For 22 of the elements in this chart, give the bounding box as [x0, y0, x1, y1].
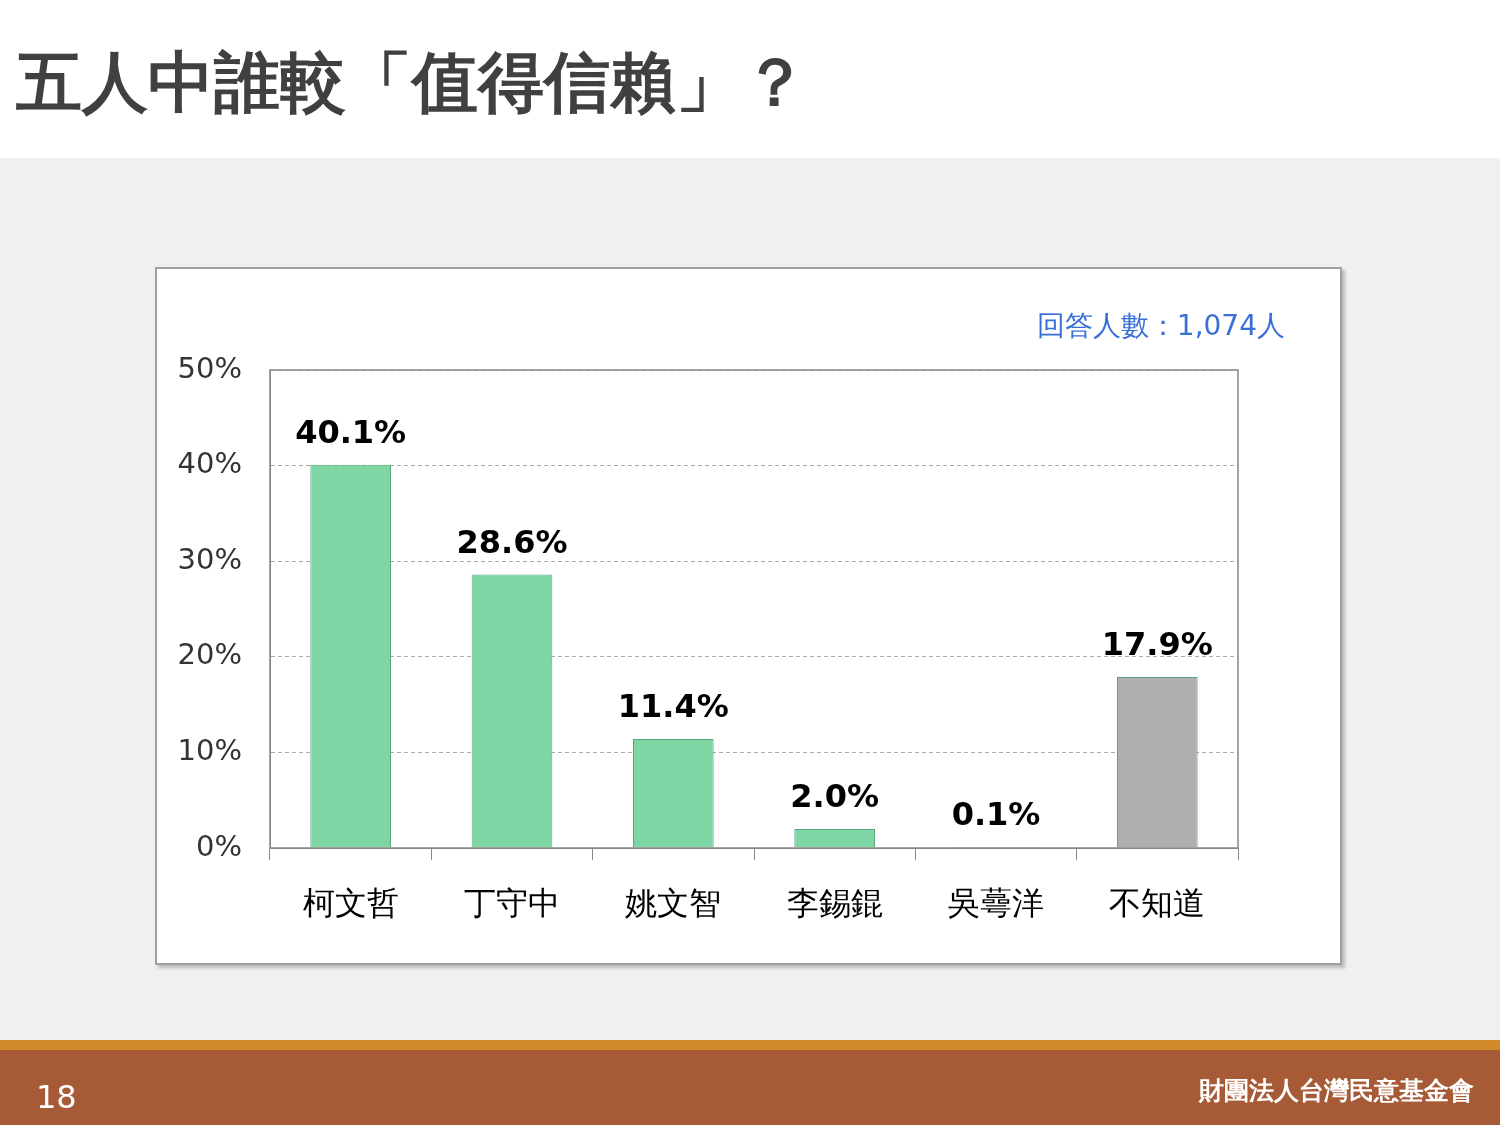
y-tick-label: 10%: [177, 732, 242, 767]
text: 18: [36, 1078, 77, 1116]
x-tick-label: 丁守中: [464, 883, 560, 922]
y-tick-label: 50%: [177, 350, 242, 385]
y-tick-label: 40%: [177, 446, 242, 481]
x-tick-label: 吳蕚洋: [948, 883, 1044, 922]
data-label: 2.0%: [790, 777, 880, 816]
data-label: 17.9%: [1101, 625, 1213, 664]
data-label: 0.1%: [951, 795, 1041, 834]
y-tick-label: 0%: [195, 828, 242, 863]
data-label: 28.6%: [456, 522, 568, 561]
data-label: 40.1%: [295, 412, 407, 451]
x-tick-label: 李錫錕: [786, 883, 883, 922]
data-label: 11.4%: [617, 687, 729, 726]
x-tick-label: 姚文智: [625, 883, 722, 922]
x-tick-label: 柯文哲: [302, 883, 399, 922]
text: 財團法人台灣民意基金會: [1199, 1075, 1474, 1107]
x-tick-label: 不知道: [1109, 883, 1206, 922]
chart-title: 五人中誰較「值得信賴」？: [16, 43, 808, 123]
text: 回答人數：1,074人: [1036, 308, 1285, 344]
y-tick-label: 20%: [177, 637, 242, 672]
y-tick-label: 30%: [177, 541, 242, 576]
